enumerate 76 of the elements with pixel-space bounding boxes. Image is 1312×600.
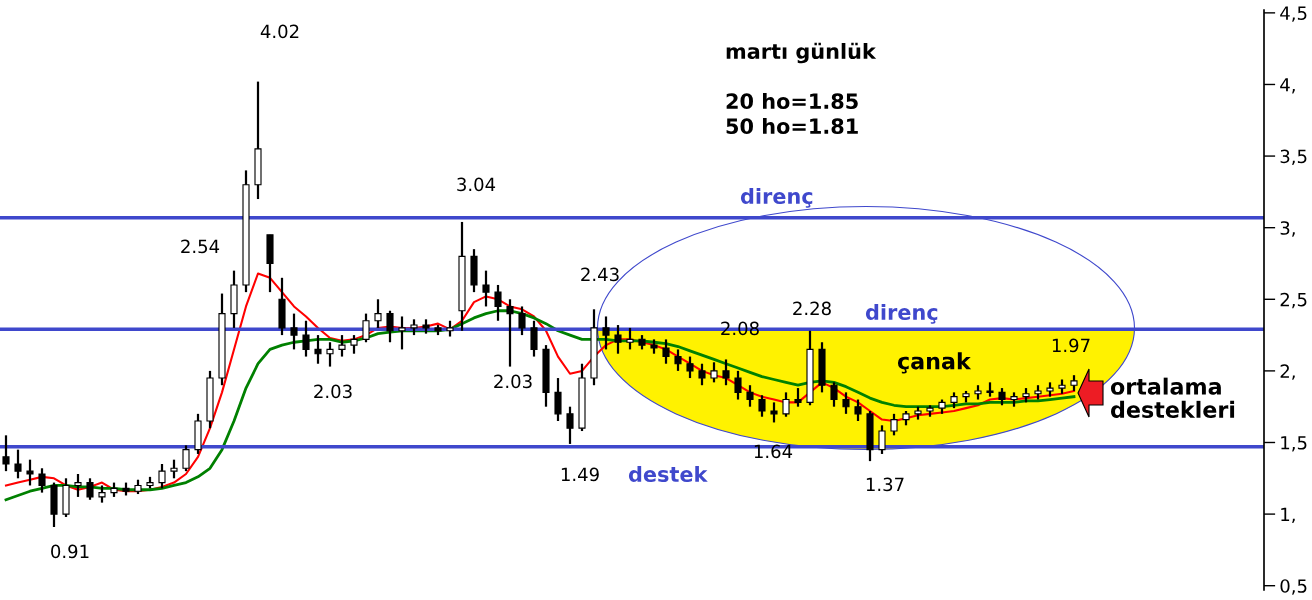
- annotation: 3.04: [457, 177, 496, 192]
- annotation: 1.37: [866, 477, 904, 492]
- candlestick: [74, 472, 82, 499]
- y-tick-label: 4,5: [1280, 6, 1307, 22]
- text: ortalama destekleri: [1110, 377, 1235, 419]
- annotation: 4.02: [260, 24, 299, 39]
- candlestick: [86, 477, 94, 501]
- annotation: 50 ho=1.81: [726, 117, 858, 135]
- candlestick: [482, 269, 490, 308]
- candlestick: [686, 355, 694, 380]
- annotation: 2.08: [721, 321, 759, 336]
- candlestick: [566, 405, 574, 446]
- ref-line-label: direnç: [865, 303, 938, 324]
- candlestick: [386, 309, 394, 344]
- candlestick: [722, 358, 730, 387]
- y-tick-label: 3,: [1280, 221, 1295, 237]
- candlestick: [602, 315, 610, 351]
- candlestick: [530, 319, 538, 358]
- y-tick-label: 1,: [1281, 507, 1295, 524]
- annotation: 2.03: [494, 374, 532, 389]
- candlestick: [794, 386, 802, 408]
- candlestick: [494, 283, 502, 322]
- annotation: 1.97: [1052, 338, 1090, 353]
- y-tick-label: 1,5: [1281, 436, 1307, 452]
- candlestick: [314, 333, 322, 365]
- y-tick-label: 3,5: [1280, 149, 1307, 166]
- annotation: çanak: [897, 352, 972, 374]
- candlestick: [878, 424, 886, 456]
- candlestick: [2, 434, 10, 473]
- candlestick: [506, 298, 514, 368]
- candlestick: [398, 315, 406, 351]
- candlestick: [326, 341, 334, 368]
- candlestick: [170, 458, 178, 480]
- annotation: 1.49: [561, 467, 599, 482]
- candlestick: [842, 391, 850, 415]
- candlestick: [782, 391, 790, 418]
- annotation: 1.64: [754, 444, 793, 459]
- candlestick: [290, 312, 298, 351]
- candlestick: [518, 305, 526, 337]
- candlestick: [38, 467, 46, 494]
- candlestick: [26, 458, 34, 487]
- candlestick: [758, 394, 766, 418]
- candlestick: [890, 412, 898, 437]
- annotation: 0.91: [51, 544, 89, 559]
- candlestick: [854, 398, 862, 423]
- y-tick-label: 2,5: [1280, 292, 1307, 309]
- candlestick: [374, 298, 382, 330]
- candlestick: [338, 333, 346, 358]
- annotation: 2.03: [314, 384, 352, 399]
- candlestick: [662, 338, 670, 365]
- candlestick: [158, 462, 166, 490]
- y-tick-label: 0,5: [1280, 579, 1307, 595]
- annotation: 2.43: [581, 267, 619, 282]
- candlestick: [362, 312, 370, 344]
- candlestick: [710, 361, 718, 384]
- candlestick: [182, 444, 190, 473]
- candlestick: [614, 323, 622, 355]
- candlestick: [674, 348, 682, 372]
- candlestick: [830, 381, 838, 408]
- candlestick: [302, 319, 310, 358]
- candlestick: [14, 448, 22, 480]
- ref-line-label: direnç: [740, 187, 813, 208]
- candlestick: [734, 369, 742, 401]
- annotation: 20 ho=1.85: [726, 92, 858, 110]
- annotation: 2.28: [793, 301, 831, 316]
- candlestick: [350, 333, 358, 355]
- y-tick-label: 4,: [1280, 78, 1295, 94]
- candlestick: [746, 384, 754, 408]
- candlestick: [770, 401, 778, 424]
- y-tick-label: 2,: [1280, 364, 1295, 380]
- annotation: martı günlük: [726, 42, 877, 64]
- candlestick: [554, 376, 562, 423]
- annotation: 2.54: [181, 239, 220, 254]
- ref-line-label: destek: [628, 465, 708, 483]
- candlestick: [626, 326, 634, 351]
- candlestick: [698, 362, 706, 387]
